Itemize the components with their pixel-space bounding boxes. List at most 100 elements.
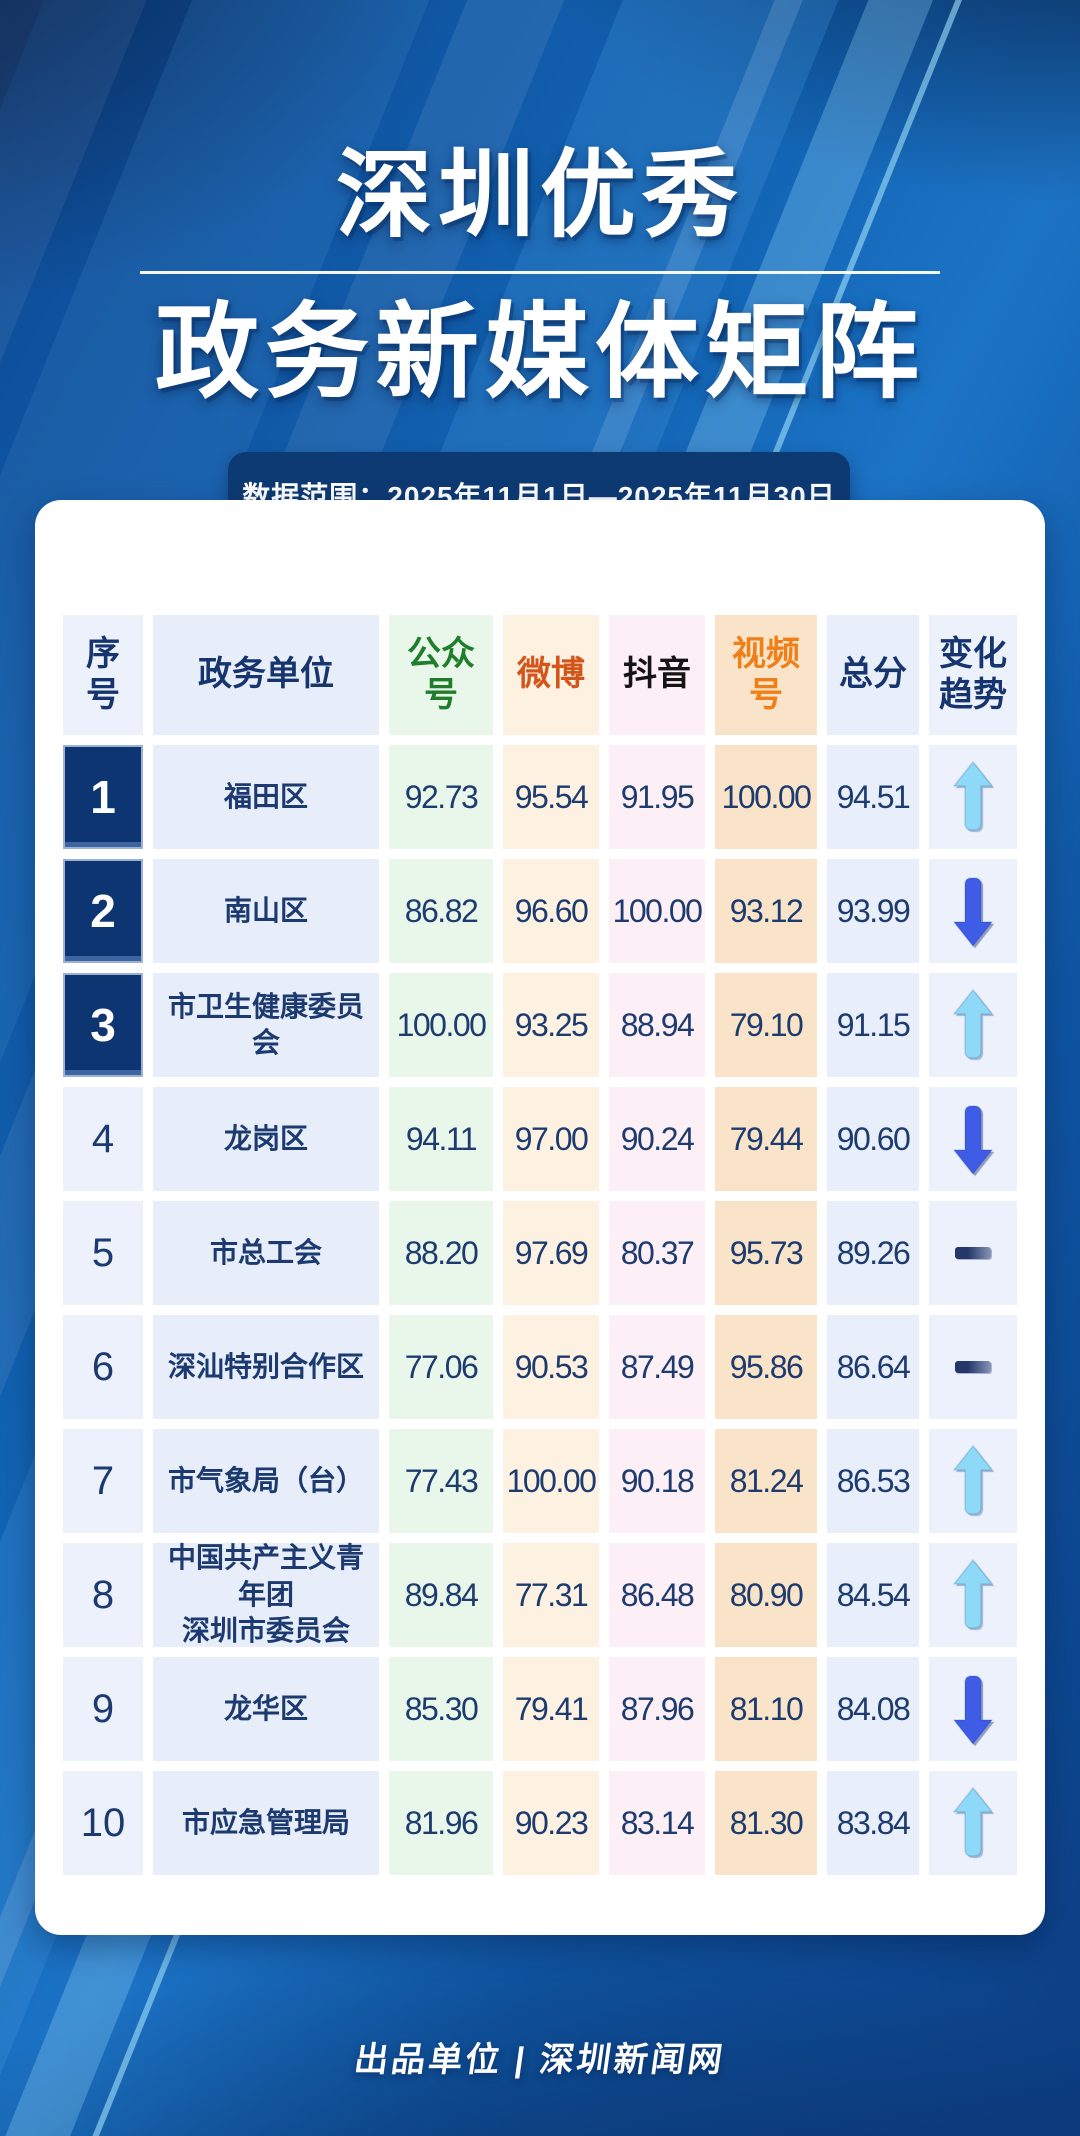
rank-cell: 7 <box>63 1429 143 1533</box>
trend-cell <box>929 973 1017 1077</box>
title-divider <box>140 271 940 274</box>
unit-cell: 龙岗区 <box>153 1087 379 1191</box>
score-weibo-cell: 79.41 <box>503 1657 599 1761</box>
trend-cell <box>929 1087 1017 1191</box>
score-gongzhonghao-cell: 77.06 <box>389 1315 493 1419</box>
score-gongzhonghao-cell: 92.73 <box>389 745 493 849</box>
total-score-cell: 86.64 <box>827 1315 919 1419</box>
score-douyin-cell: 90.18 <box>609 1429 705 1533</box>
unit-cell: 市总工会 <box>153 1201 379 1305</box>
trend-cell <box>929 1657 1017 1761</box>
trend-cell <box>929 1201 1017 1305</box>
trend-up-icon <box>953 1445 993 1515</box>
total-score-cell: 94.51 <box>827 745 919 849</box>
score-weibo-cell: 100.00 <box>503 1429 599 1533</box>
unit-cell: 市气象局（台） <box>153 1429 379 1533</box>
score-shipinhao-cell: 95.86 <box>715 1315 817 1419</box>
header-douyin: 抖音 <box>609 615 705 735</box>
rank-cell: 5 <box>63 1201 143 1305</box>
title-block: 深圳优秀 政务新媒体矩阵 <box>0 148 1080 405</box>
unit-cell: 中国共产主义青年团 深圳市委员会 <box>153 1542 379 1647</box>
rank-cell: 2 <box>63 859 143 963</box>
total-score-cell: 86.53 <box>827 1429 919 1533</box>
trend-down-icon <box>953 877 993 947</box>
rank-cell: 10 <box>63 1771 143 1875</box>
score-gongzhonghao-cell: 88.20 <box>389 1201 493 1305</box>
score-gongzhonghao-cell: 77.43 <box>389 1429 493 1533</box>
score-gongzhonghao-cell: 86.82 <box>389 859 493 963</box>
score-gongzhonghao-cell: 94.11 <box>389 1087 493 1191</box>
trend-cell <box>929 745 1017 849</box>
trend-up-icon <box>953 1787 993 1857</box>
footer-text: 出品单位 | 深圳新闻网 <box>351 2041 728 2079</box>
rank-cell: 8 <box>63 1543 143 1647</box>
header-unit: 政务单位 <box>153 615 379 735</box>
score-douyin-cell: 90.24 <box>609 1087 705 1191</box>
score-douyin-cell: 91.95 <box>609 745 705 849</box>
total-score-cell: 83.84 <box>827 1771 919 1875</box>
title-line2: 政务新媒体矩阵 <box>154 295 925 411</box>
header-total: 总分 <box>827 615 919 735</box>
header-weibo: 微博 <box>503 615 599 735</box>
total-score-cell: 84.08 <box>827 1657 919 1761</box>
score-shipinhao-cell: 81.10 <box>715 1657 817 1761</box>
trend-up-icon <box>953 1559 993 1629</box>
header-trend: 变化趋势 <box>929 615 1017 735</box>
score-weibo-cell: 95.54 <box>503 745 599 849</box>
ranking-card: 序号 政务单位 公众号 微博 抖音 视频号 总分 变化趋势 1 福田区 92.73 95.54 91.9… <box>35 500 1045 1935</box>
ranking-table: 序号 政务单位 公众号 微博 抖音 视频号 总分 变化趋势 1 福田区 92.73 95.54 91.9… <box>63 615 1017 1875</box>
score-douyin-cell: 83.14 <box>609 1771 705 1875</box>
score-shipinhao-cell: 95.73 <box>715 1201 817 1305</box>
trend-up-icon <box>953 761 993 831</box>
score-gongzhonghao-cell: 89.84 <box>389 1543 493 1647</box>
trend-cell <box>929 859 1017 963</box>
unit-cell: 福田区 <box>153 745 379 849</box>
rank-cell: 9 <box>63 1657 143 1761</box>
score-shipinhao-cell: 80.90 <box>715 1543 817 1647</box>
header-gongzhonghao: 公众号 <box>389 615 493 735</box>
trend-flat-icon <box>955 1361 991 1373</box>
score-shipinhao-cell: 81.24 <box>715 1429 817 1533</box>
score-shipinhao-cell: 79.10 <box>715 973 817 1077</box>
score-gongzhonghao-cell: 100.00 <box>389 973 493 1077</box>
score-weibo-cell: 93.25 <box>503 973 599 1077</box>
header-shipinhao: 视频号 <box>715 615 817 735</box>
total-score-cell: 91.15 <box>827 973 919 1077</box>
score-douyin-cell: 80.37 <box>609 1201 705 1305</box>
score-douyin-cell: 87.49 <box>609 1315 705 1419</box>
unit-cell: 南山区 <box>153 859 379 963</box>
trend-cell <box>929 1771 1017 1875</box>
score-weibo-cell: 97.69 <box>503 1201 599 1305</box>
score-shipinhao-cell: 81.30 <box>715 1771 817 1875</box>
unit-cell: 市卫生健康委员会 <box>153 973 379 1077</box>
score-douyin-cell: 86.48 <box>609 1543 705 1647</box>
score-weibo-cell: 77.31 <box>503 1543 599 1647</box>
score-gongzhonghao-cell: 81.96 <box>389 1771 493 1875</box>
score-douyin-cell: 87.96 <box>609 1657 705 1761</box>
score-weibo-cell: 96.60 <box>503 859 599 963</box>
trend-cell <box>929 1429 1017 1533</box>
score-weibo-cell: 90.53 <box>503 1315 599 1419</box>
total-score-cell: 93.99 <box>827 859 919 963</box>
trend-cell <box>929 1315 1017 1419</box>
header-rank: 序号 <box>63 615 143 735</box>
score-douyin-cell: 88.94 <box>609 973 705 1077</box>
score-weibo-cell: 90.23 <box>503 1771 599 1875</box>
trend-flat-icon <box>955 1247 991 1259</box>
title-line1: 深圳优秀 <box>336 142 744 249</box>
trend-down-icon <box>953 1675 993 1745</box>
rank-cell: 3 <box>63 973 143 1077</box>
score-gongzhonghao-cell: 85.30 <box>389 1657 493 1761</box>
rank-cell: 1 <box>63 745 143 849</box>
rank-cell: 6 <box>63 1315 143 1419</box>
unit-cell: 市应急管理局 <box>153 1771 379 1875</box>
total-score-cell: 84.54 <box>827 1543 919 1647</box>
total-score-cell: 89.26 <box>827 1201 919 1305</box>
score-shipinhao-cell: 93.12 <box>715 859 817 963</box>
footer: 出品单位 | 深圳新闻网 <box>0 2032 1080 2081</box>
score-shipinhao-cell: 79.44 <box>715 1087 817 1191</box>
score-douyin-cell: 100.00 <box>609 859 705 963</box>
total-score-cell: 90.60 <box>827 1087 919 1191</box>
trend-up-icon <box>953 989 993 1059</box>
score-shipinhao-cell: 100.00 <box>715 745 817 849</box>
